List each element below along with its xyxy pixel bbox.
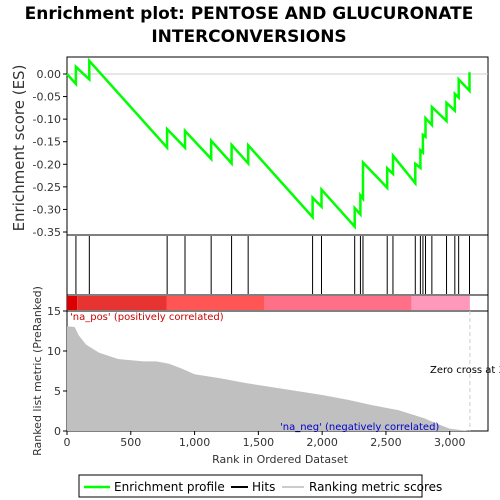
metric-x-axis: 0 500 1,000 1,500 2,000 2,500 3,000 bbox=[64, 431, 466, 449]
rank-gradient-segment bbox=[77, 296, 167, 310]
metric-y-tick-label: 10 bbox=[47, 345, 61, 358]
metric-x-tick-label: 500 bbox=[120, 436, 141, 449]
legend-label-enrichment-profile: Enrichment profile bbox=[114, 480, 225, 494]
legend-label-ranking-metric: Ranking metric scores bbox=[309, 480, 442, 494]
es-y-tick-label: -0.35 bbox=[33, 226, 61, 239]
es-y-tick-label: -0.30 bbox=[33, 203, 61, 216]
es-y-tick-label: -0.25 bbox=[33, 181, 61, 194]
metric-x-tick-label: 0 bbox=[64, 436, 71, 449]
legend: Enrichment profile Hits Ranking metric s… bbox=[78, 474, 442, 498]
metric-y-tick-label: 15 bbox=[47, 305, 61, 318]
positive-correlation-label: 'na_pos' (positively correlated) bbox=[70, 312, 224, 323]
es-y-tick-label: -0.20 bbox=[33, 158, 61, 171]
metric-x-tick-label: 3,000 bbox=[434, 436, 466, 449]
metric-y-axis-title: Ranked list metric (PreRanked) bbox=[31, 286, 44, 456]
rank-gradient-segment bbox=[67, 296, 78, 310]
metric-panel: Zero cross at 3 'na_pos' (positively cor… bbox=[31, 286, 500, 466]
hits-panel bbox=[66, 234, 489, 296]
hits-panel-frame bbox=[66, 234, 489, 296]
chart-title-line2: INTERCONVERSIONS bbox=[151, 27, 346, 47]
metric-y-tick-label: 5 bbox=[54, 385, 61, 398]
negative-correlation-label: 'na_neg' (negatively correlated) bbox=[280, 422, 439, 433]
legend-label-hits: Hits bbox=[252, 480, 275, 494]
es-y-tick-label: -0.05 bbox=[33, 91, 61, 104]
rank-gradient-segment bbox=[264, 296, 412, 310]
metric-x-tick-label: 1,000 bbox=[179, 436, 211, 449]
es-y-axis-title: Enrichment score (ES) bbox=[10, 65, 28, 232]
hits-lines bbox=[75, 236, 471, 294]
es-y-tick-label: 0.00 bbox=[37, 68, 62, 81]
metric-x-tick-label: 2,000 bbox=[306, 436, 338, 449]
es-y-tick-label: -0.15 bbox=[33, 136, 61, 149]
es-y-tick-label: -0.10 bbox=[33, 113, 61, 126]
enrichment-profile-line bbox=[66, 57, 471, 230]
chart-title-line1: Enrichment plot: PENTOSE AND GLUCURONATE bbox=[25, 4, 474, 24]
metric-y-axis: 0 5 10 15 bbox=[47, 305, 67, 438]
metric-x-tick-label: 1,500 bbox=[243, 436, 275, 449]
rank-gradient-segment bbox=[166, 296, 265, 310]
es-y-axis: 0.00 -0.05 -0.10 -0.15 -0.20 -0.25 -0.30 -0.35 bbox=[33, 68, 67, 239]
legend-frame bbox=[78, 474, 423, 498]
rank-gradient-panel bbox=[66, 294, 489, 312]
rank-gradient-segment bbox=[411, 296, 470, 310]
rank-gradient-bar bbox=[67, 296, 470, 310]
metric-x-tick-label: 2,500 bbox=[370, 436, 402, 449]
es-panel-frame bbox=[66, 56, 489, 236]
ranked-metric-area bbox=[67, 326, 470, 431]
metric-x-axis-title: Rank in Ordered Dataset bbox=[212, 453, 349, 466]
es-panel: 0.00-0.05-0.10-0.15-0.20-0.25-0.30-0.35 … bbox=[10, 56, 489, 239]
metric-y-tick-label: 0 bbox=[54, 425, 61, 438]
zero-cross-label: Zero cross at 3 bbox=[430, 365, 500, 376]
